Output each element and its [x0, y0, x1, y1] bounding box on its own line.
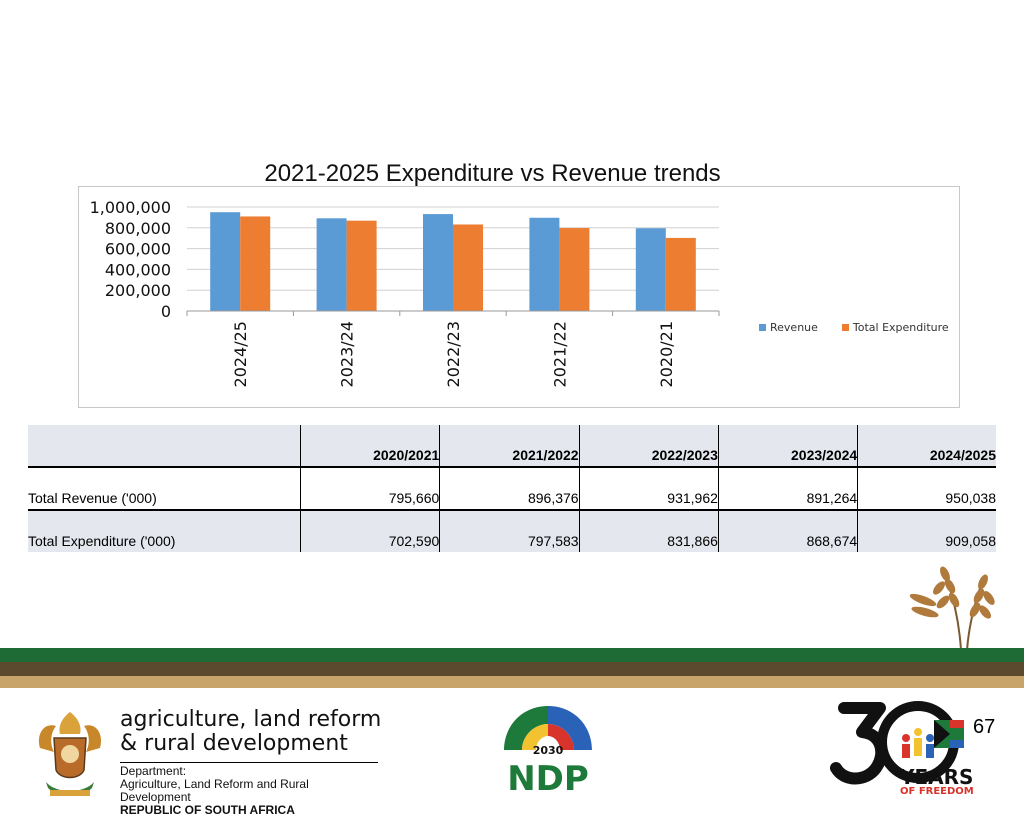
bar-expenditure: [346, 220, 377, 311]
y-tick-label: 800,000: [105, 219, 171, 238]
bar-revenue: [316, 218, 347, 311]
x-tick-label: 2022/23: [444, 321, 463, 387]
coat-of-arms-icon: [38, 712, 102, 796]
table-header-cell: 2020/2021: [299, 425, 440, 468]
x-tick-label: 2023/24: [338, 321, 357, 387]
revenue-expenditure-table: 2020/2021 2021/2022 2022/2023 2023/2024 …: [28, 425, 996, 552]
table-cell: 950,038: [857, 467, 996, 511]
freedom-text: OF FREEDOM: [900, 786, 974, 797]
bar-revenue: [635, 228, 666, 311]
x-tick-label: 2021/22: [550, 321, 569, 387]
department-wordmark-line1: agriculture, land reform: [120, 707, 382, 732]
bar-revenue: [210, 212, 241, 311]
ndp-text: NDP: [507, 759, 589, 799]
table-cell: 795,660: [299, 467, 440, 511]
table-cell: 896,376: [439, 467, 580, 511]
table-cell: 931,962: [578, 467, 719, 511]
footer-band-tan: [0, 676, 1024, 688]
x-tick-label: 2020/21: [657, 321, 676, 387]
legend-label-revenue: Revenue: [770, 321, 818, 334]
table-cell: 891,264: [717, 467, 858, 511]
wheat-icon: [909, 566, 995, 651]
table-cell: 702,590: [299, 510, 440, 552]
legend-item-expenditure: Total Expenditure: [841, 321, 949, 334]
y-tick-label: 400,000: [105, 260, 171, 279]
chart-title: 2021-2025 Expenditure vs Revenue trends: [264, 160, 721, 187]
republic-label: REPUBLIC OF SOUTH AFRICA: [120, 803, 295, 817]
footer-band-green: [0, 648, 1024, 662]
department-wordmark: agriculture, land reform & rural develop…: [120, 708, 381, 756]
chart-legend: Revenue Total Expenditure: [759, 321, 949, 334]
ndp-year: 2030: [533, 744, 564, 757]
bar-expenditure: [240, 216, 271, 311]
table-header-cell: [28, 425, 301, 468]
table-header-cell: 2022/2023: [578, 425, 719, 468]
thirty-years-logo: [830, 701, 964, 785]
footer-band-brown: [0, 662, 1024, 676]
table-cell: 868,674: [717, 510, 858, 552]
legend-swatch-revenue: [759, 324, 766, 331]
table-row: Total Expenditure ('000) 702,590 797,583…: [28, 510, 996, 552]
department-wordmark-line2: & rural development: [120, 731, 348, 756]
thirty-years-text: YEARS OF FREEDOM: [900, 767, 974, 797]
y-tick-label: 200,000: [105, 281, 171, 300]
bar-expenditure: [559, 228, 590, 311]
table-header-cell: 2023/2024: [717, 425, 858, 468]
years-text: YEARS: [900, 765, 974, 789]
table-header-cell: 2024/2025: [857, 425, 996, 468]
department-full-name: Agriculture, Land Reform and Rural Devel…: [120, 777, 309, 804]
bar-revenue: [529, 217, 560, 311]
department-label: Department:: [120, 764, 187, 778]
table-row-label: Total Expenditure ('000): [28, 510, 301, 552]
legend-item-revenue: Revenue: [759, 321, 818, 334]
table-cell: 909,058: [857, 510, 996, 552]
chart-frame: 0 200,000 400,000 600,000 800,000 1,000,000 20…: [78, 186, 960, 408]
bar-expenditure: [665, 237, 696, 311]
table-row-label: Total Revenue ('000): [28, 467, 301, 511]
table-row: Total Revenue ('000) 795,660 896,376 931…: [28, 467, 996, 511]
department-subtitle: Department: Agriculture, Land Reform and…: [120, 762, 378, 817]
ndp-logo: 2030 NDP: [504, 706, 592, 799]
x-tick-label: 2024/25: [231, 321, 250, 387]
table-header-row: 2020/2021 2021/2022 2022/2023 2023/2024 …: [28, 425, 996, 468]
y-tick-label: 600,000: [105, 240, 171, 259]
legend-label-expenditure: Total Expenditure: [852, 321, 949, 334]
y-tick-label: 0: [161, 302, 171, 321]
bar-revenue: [423, 214, 453, 311]
page-number: 67: [973, 716, 996, 738]
legend-swatch-expenditure: [841, 324, 849, 331]
table-cell: 797,583: [439, 510, 580, 552]
table-cell: 831,866: [578, 510, 719, 552]
y-tick-label: 1,000,000: [90, 198, 171, 217]
bar-expenditure: [453, 224, 483, 311]
table-header-cell: 2021/2022: [439, 425, 580, 468]
